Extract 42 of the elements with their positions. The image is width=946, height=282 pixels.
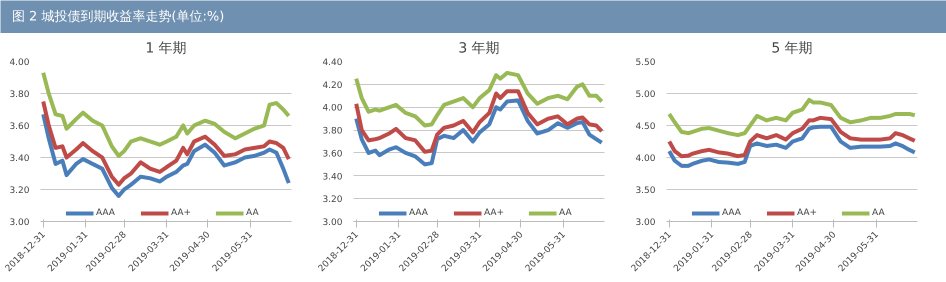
y-tick-label: 5.50 bbox=[635, 58, 656, 68]
line-series bbox=[41, 112, 291, 198]
legend-label: AA+ bbox=[796, 208, 818, 218]
line-series bbox=[354, 98, 604, 166]
line-series bbox=[667, 98, 917, 138]
y-tick-label: 3.00 bbox=[635, 218, 656, 228]
y-tick-label: 4.50 bbox=[635, 122, 656, 132]
legend-label: AA+ bbox=[484, 208, 504, 218]
y-tick-label: 3.60 bbox=[322, 149, 343, 160]
y-tick-label: 4.00 bbox=[635, 154, 656, 164]
line-series bbox=[354, 89, 604, 154]
y-tick-label: 3.40 bbox=[322, 172, 343, 182]
line-series bbox=[667, 124, 917, 168]
y-tick-label: 3.00 bbox=[322, 218, 343, 228]
line-series bbox=[354, 70, 604, 128]
y-tick-label: 3.60 bbox=[9, 122, 30, 132]
y-tick-label: 3.40 bbox=[9, 154, 30, 164]
y-tick-label: 4.00 bbox=[9, 58, 30, 68]
chart-title: 1 年期 bbox=[145, 40, 187, 56]
legend-label: AA bbox=[559, 208, 573, 218]
caption: 图 2 城投债到期收益率走势(单位:%) bbox=[12, 8, 224, 24]
y-tick-label: 5.00 bbox=[635, 90, 656, 100]
chart-title: 5 年期 bbox=[771, 40, 813, 56]
line-series bbox=[41, 100, 291, 187]
y-tick-label: 3.20 bbox=[9, 186, 30, 196]
y-tick-label: 3.80 bbox=[322, 126, 343, 137]
y-tick-label: 3.20 bbox=[322, 195, 343, 206]
chart-title: 3 年期 bbox=[458, 40, 500, 56]
line-series bbox=[667, 116, 917, 158]
y-tick-label: 3.50 bbox=[635, 186, 656, 196]
legend-label: AAA bbox=[408, 208, 429, 218]
y-tick-label: 4.20 bbox=[322, 80, 343, 91]
line-series bbox=[41, 70, 291, 158]
y-tick-label: 3.80 bbox=[9, 90, 30, 100]
legend-label: AA bbox=[246, 208, 260, 218]
y-tick-label: 4.00 bbox=[322, 104, 343, 114]
legend-label: AA+ bbox=[170, 208, 192, 218]
legend-label: AAA bbox=[722, 208, 742, 218]
y-tick-label: 4.40 bbox=[322, 58, 343, 68]
legend-label: AAA bbox=[96, 208, 116, 218]
legend-label: AA bbox=[872, 208, 886, 218]
y-tick-label: 3.00 bbox=[9, 218, 30, 228]
